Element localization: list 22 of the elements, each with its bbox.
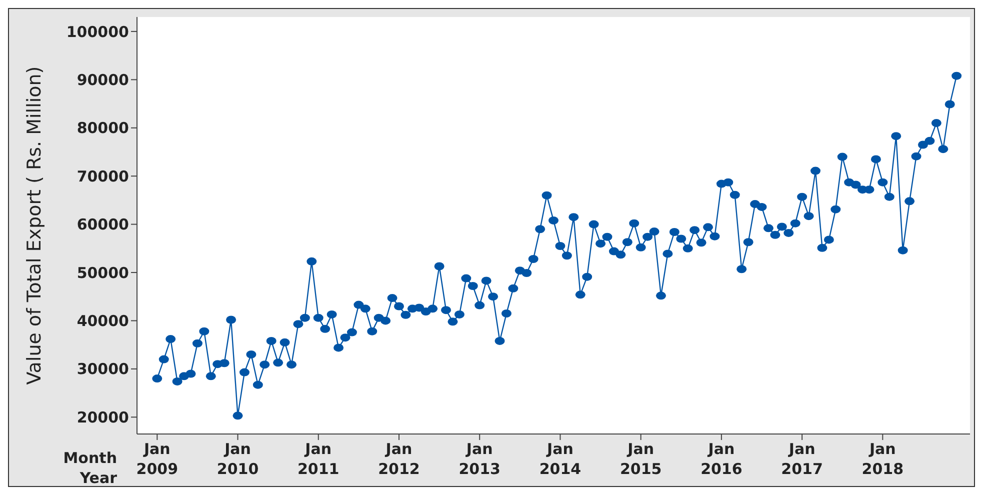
y-tick-label: 100000 (66, 22, 129, 41)
x-tick-label: Jan 2013 (458, 440, 500, 478)
y-tick-label: 40000 (76, 312, 129, 330)
x-tick-label: Jan 2011 (298, 440, 340, 478)
text: Year (80, 469, 117, 487)
x-tick-label: Jan 2018 (862, 440, 904, 478)
y-tick-label: 70000 (76, 167, 129, 186)
y-tick-label: 20000 (76, 408, 129, 426)
x-tick-label: Jan 2010 (216, 440, 259, 478)
y-axis-title: Value of Total Export ( Rs. Million) (24, 66, 46, 385)
y-tick-label: 50000 (76, 264, 129, 282)
y-tick-label: 80000 (76, 119, 129, 138)
y-tick-label: 90000 (76, 70, 129, 89)
x-tick-label: Jan 2015 (620, 440, 662, 478)
x-tick-label: Jan 2016 (700, 440, 742, 478)
x-tick-label: Jan 2009 (136, 440, 178, 478)
x-tick-label: Jan 2017 (781, 440, 823, 478)
y-tick-label: 60000 (76, 216, 129, 234)
text: Month (63, 449, 117, 467)
y-tick-label: 30000 (76, 360, 129, 378)
x-tick-label: Jan 2014 (539, 440, 582, 478)
x-tick-label: Jan 2012 (378, 440, 420, 478)
